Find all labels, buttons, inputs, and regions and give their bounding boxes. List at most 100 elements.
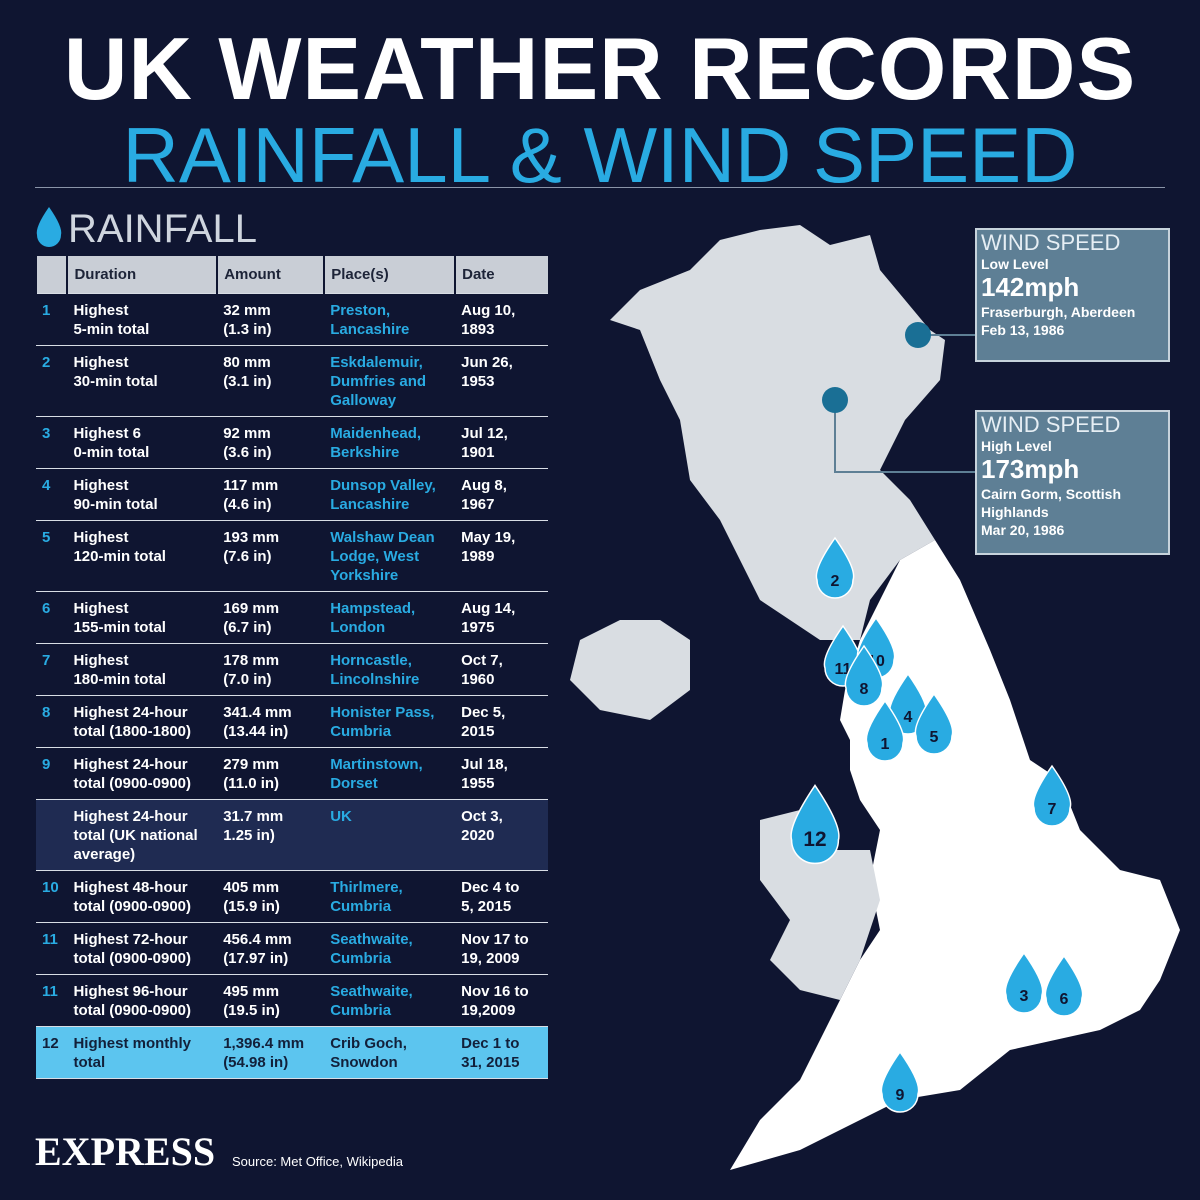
table-row: 11 Highest 72-hour total (0900-0900) 456.4…: [36, 923, 548, 975]
wind-heading: WIND SPEED: [981, 230, 1121, 255]
table-cell: 12: [42, 1035, 59, 1052]
table-cell: Highest 6 0-min total: [73, 425, 150, 461]
header-cell: Place(s): [323, 256, 456, 294]
table-cell: Highest 72-hour total (0900-0900): [73, 931, 192, 967]
table-cell: 5: [42, 529, 51, 546]
table-cell: 279 mm (11.0 in): [223, 756, 280, 792]
wind-box: WIND SPEED Low Level 142mph Fraserburgh,…: [975, 228, 1170, 362]
table-cell: Seathwaite, Cumbria: [330, 983, 413, 1019]
wind-date: Mar 20, 1986: [981, 522, 1065, 538]
table-cell: Horncastle, Lincolnshire: [330, 652, 420, 688]
rain-marker: [880, 1050, 920, 1113]
marker-label: 12: [803, 828, 826, 851]
table-cell: Dec 4 to 5, 2015: [461, 879, 520, 915]
wind-level: High Level: [981, 438, 1052, 454]
table-cell: 10: [42, 879, 59, 896]
table-cell: [36, 800, 67, 871]
table-row: 3 Highest 6 0-min total 92 mm (3.6 in) Maid…: [36, 417, 548, 469]
table-cell: Thirlmere, Cumbria: [330, 879, 403, 915]
table-cell: 6: [42, 600, 51, 617]
table-cell: 405 mm (15.9 in): [223, 879, 280, 915]
table-cell: 193 mm (7.6 in): [223, 529, 280, 565]
wind-speed: 173mph: [981, 454, 1080, 484]
connector: [834, 400, 975, 473]
table-cell: May 19, 1989: [461, 529, 516, 565]
rain-marker: [1032, 764, 1072, 827]
title: UK WEATHER RECORDS: [63, 19, 1137, 118]
table-cell: 8: [42, 704, 51, 721]
table-cell: 495 mm (19.5 in): [223, 983, 280, 1019]
table-cell: 178 mm (7.0 in): [223, 652, 280, 688]
table-cell: Jul 18, 1955: [461, 756, 508, 792]
table-cell: 32 mm (1.3 in): [223, 302, 272, 338]
rain-marker: [844, 644, 884, 707]
table-cell: Highest 24-hour total (UK national avera…: [73, 808, 198, 863]
table-row: 4 Highest 90-min total 117 mm (4.6 in) Duns…: [36, 469, 548, 521]
table-cell: Highest 155-min total: [73, 600, 166, 636]
table-cell: 1: [42, 302, 51, 319]
scotland: [610, 225, 945, 640]
table-cell: 1,396.4 mm (54.98 in): [223, 1035, 305, 1071]
marker-label: 7: [1048, 801, 1057, 818]
table-cell: Dec 5, 2015: [461, 704, 506, 740]
table-cell: Aug 8, 1967: [461, 477, 507, 513]
table-cell: Martinstown, Dorset: [330, 756, 423, 792]
table-cell: Dec 1 to 31, 2015: [461, 1035, 520, 1071]
table-cell: Highest monthly total: [73, 1035, 191, 1071]
table-cell: Hampstead, London: [330, 600, 416, 636]
table-cell: Highest 48-hour total (0900-0900): [73, 879, 192, 915]
wind-level: Low Level: [981, 256, 1049, 272]
section-heading: RAINFALL: [68, 207, 257, 251]
table-cell: 2: [42, 354, 51, 371]
marker-label: 5: [930, 729, 939, 746]
table-cell: Honister Pass, Cumbria: [330, 704, 435, 740]
table-cell: 456.4 mm (17.97 in): [223, 931, 292, 967]
table-cell: Highest 30-min total: [73, 354, 158, 390]
wind-speed: 142mph: [981, 272, 1080, 302]
brand: EXPRESS: [35, 1129, 216, 1174]
table-cell: 9: [42, 756, 51, 773]
table-cell: Walshaw Dean Lodge, West Yorkshire: [330, 529, 435, 584]
table-cell: Highest 120-min total: [73, 529, 166, 565]
marker-label: 6: [1060, 991, 1069, 1008]
table-cell: Jun 26, 1953: [461, 354, 513, 390]
table-cell: 117 mm (4.6 in): [223, 477, 279, 513]
marker-label: 8: [860, 681, 869, 698]
table-cell: 31.7 mm 1.25 in): [223, 808, 284, 844]
table-cell: Eskdalemuir, Dumfries and Galloway: [330, 354, 427, 409]
header-cell: [34, 256, 68, 294]
table-cell: Aug 10, 1893: [461, 302, 516, 338]
header-cell: Duration: [66, 256, 218, 294]
table-cell: Maidenhead, Berkshire: [330, 425, 422, 461]
table-cell: Nov 16 to 19,2009: [461, 983, 529, 1019]
table-row: 5 Highest 120-min total 193 mm (7.6 in) Wal…: [36, 521, 548, 592]
table-cell: Crib Goch, Snowdon: [330, 1035, 407, 1071]
wind-place: Fraserburgh, Aberdeen: [981, 304, 1136, 320]
location-dot: [905, 322, 931, 348]
table-cell: Highest 24-hour total (1800-1800): [73, 704, 192, 740]
rain-marker: [790, 784, 840, 865]
wales: [760, 810, 880, 1000]
table-cell: 11: [42, 983, 58, 1000]
northern-ireland: [570, 620, 690, 720]
wind-date: Feb 13, 1986: [981, 322, 1065, 338]
table-cell: Highest 180-min total: [73, 652, 166, 688]
table-cell: Highest 24-hour total (0900-0900): [73, 756, 192, 792]
table-cell: 3: [42, 425, 51, 442]
rainfall-table: Duration Amount Place(s) Date 1 Highest 5-min…: [34, 256, 548, 1079]
table-row: 10 Highest 48-hour total (0900-0900) 405 m…: [36, 871, 548, 923]
table-row: 6 Highest 155-min total 169 mm (6.7 in) Ham…: [36, 592, 548, 644]
wind-box: WIND SPEED High Level 173mph Cairn Gorm,…: [975, 410, 1170, 555]
table-row: 9 Highest 24-hour total (0900-0900) 279 mm…: [36, 748, 548, 800]
table-cell: 341.4 mm (13.44 in): [223, 704, 292, 740]
rain-marker: [815, 536, 855, 599]
table-cell: 80 mm (3.1 in): [223, 354, 272, 390]
table-row: 7 Highest 180-min total 178 mm (7.0 in) Hor…: [36, 644, 548, 696]
rain-marker: [865, 699, 905, 762]
drop-icon: [36, 207, 62, 247]
source: Source: Met Office, Wikipedia: [232, 1154, 403, 1169]
table-cell: Highest 5-min total: [73, 302, 150, 338]
